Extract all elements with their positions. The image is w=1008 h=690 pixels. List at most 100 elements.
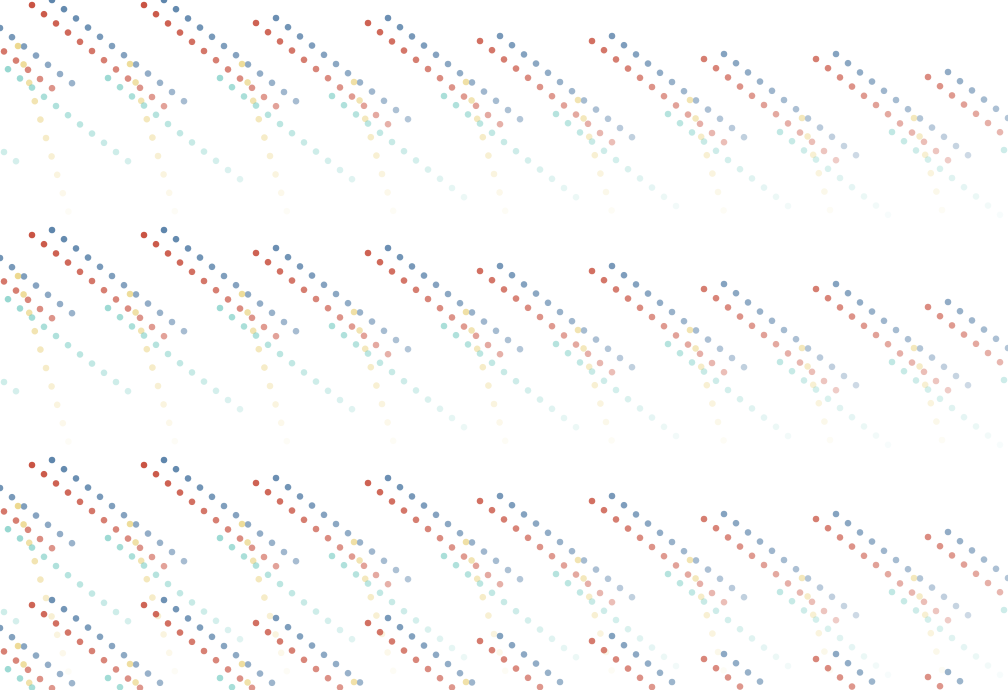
pattern-dot [308,502,316,509]
pattern-dot [933,188,940,195]
pattern-dot [144,300,152,307]
pattern-dot [772,110,780,118]
pattern-dot [444,290,452,298]
pattern-dot [703,151,711,159]
pattern-dot [1004,114,1008,122]
pattern-dot [608,368,616,376]
pattern-dot [312,665,320,673]
pattern-dot [588,267,596,275]
pattern-dot [292,557,300,565]
pattern-dot [476,497,484,505]
pattern-dot [612,616,620,624]
pattern-dot [588,138,596,145]
pattern-dot [714,188,722,196]
pattern-dot [544,299,552,307]
pattern-dot [820,147,828,155]
pattern-dot [388,598,396,606]
pattern-dot [656,529,664,537]
pattern-dot [480,548,488,555]
pattern-dot [468,539,476,546]
pattern-dot [48,0,56,4]
pattern-dot [76,351,84,358]
pattern-dot [64,29,72,36]
pattern-dot [720,510,728,518]
pattern-dot [224,396,232,404]
pattern-dot [996,441,1004,449]
pattern-dot [25,309,33,317]
pattern-dot [232,651,240,659]
pattern-dot [848,413,856,421]
pattern-dot [748,92,756,100]
pattern-dot [154,382,162,390]
pattern-dot [248,684,256,690]
pattern-dot [59,189,67,197]
pattern-dot [500,516,508,523]
pattern-dot [697,593,705,601]
pattern-dot [12,387,20,395]
pattern-dot [56,670,64,678]
pattern-dot [664,570,672,578]
pattern-dot [624,295,632,302]
pattern-dot [944,68,952,76]
pattern-dot [584,350,592,358]
pattern-dot [312,608,320,615]
pattern-dot [580,575,587,582]
pattern-dot [400,47,408,54]
pattern-dot [703,611,711,619]
pattern-dot [636,74,644,82]
pattern-dot [236,635,244,643]
pattern-dot [448,84,456,91]
pattern-dot [686,556,694,564]
pattern-dot [216,674,224,682]
pattern-dot [496,262,504,270]
pattern-dot [744,69,752,76]
pattern-dot [748,405,756,412]
pattern-dot [104,674,112,682]
pattern-dot [128,323,136,330]
pattern-dot [724,304,732,311]
pattern-dot [792,565,800,573]
pattern-dot [160,226,168,234]
pattern-dot [624,625,632,633]
pattern-dot [432,651,440,659]
pattern-dot [612,516,620,523]
pattern-dot [648,184,656,191]
pattern-dot [948,634,956,642]
pattern-dot [804,115,812,122]
pattern-dot [328,322,336,330]
pattern-dot [512,147,520,155]
pattern-dot [172,465,180,473]
pattern-dot [508,641,516,649]
pattern-dot [720,368,728,376]
pattern-dot [736,683,744,690]
pattern-dot [44,291,52,299]
pattern-dot [364,619,372,627]
pattern-dot [732,519,740,527]
pattern-dot [176,129,184,137]
pattern-dot [996,588,1004,596]
pattern-dot [228,83,236,91]
pattern-dot [424,65,432,73]
pattern-dot [736,165,744,173]
pattern-dot [132,291,140,298]
pattern-dot [972,110,980,118]
pattern-dot [588,368,596,375]
pattern-dot [348,405,356,413]
pattern-dot [266,382,274,390]
pattern-dot [868,538,876,545]
pattern-dot [152,341,160,349]
pattern-dot [896,350,904,357]
pattern-dot [176,589,184,597]
pattern-dot [364,249,372,257]
pattern-dot [112,296,120,303]
pattern-dot [100,656,108,664]
pattern-dot [524,157,532,164]
pattern-dot [572,423,580,431]
pattern-dot [0,624,4,632]
pattern-dot [276,268,284,275]
pattern-dot [812,285,820,293]
pattern-dot [236,75,244,82]
pattern-dot [476,637,484,645]
pattern-dot [361,345,369,353]
pattern-dot [356,539,364,546]
